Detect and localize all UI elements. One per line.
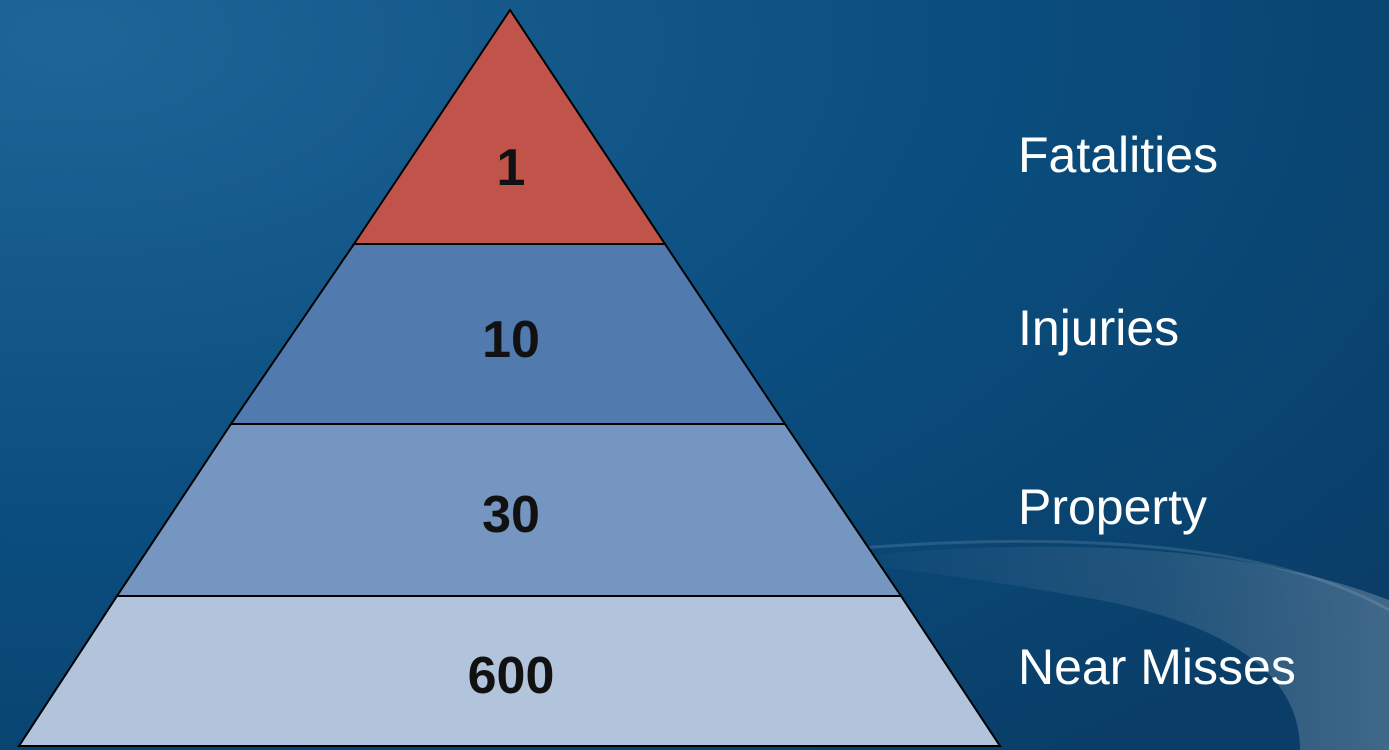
tier-label-near-misses: Near Misses [1018, 639, 1296, 695]
pyramid: 1 10 30 600 [17, 8, 1002, 747]
background-swoosh-edge [859, 539, 1389, 612]
tier-label-fatalities: Fatalities [1018, 127, 1219, 183]
tier-label-injuries: Injuries [1018, 300, 1180, 356]
tier-label-property: Property [1018, 479, 1207, 535]
background-swoosh [820, 546, 1389, 750]
tier-value-property: 30 [482, 486, 540, 544]
pyramid-tier-near-misses [17, 595, 1002, 747]
tier-value-fatalities: 1 [497, 139, 526, 197]
tier-value-injuries: 10 [482, 311, 540, 369]
tier-value-near-misses: 600 [468, 647, 555, 705]
